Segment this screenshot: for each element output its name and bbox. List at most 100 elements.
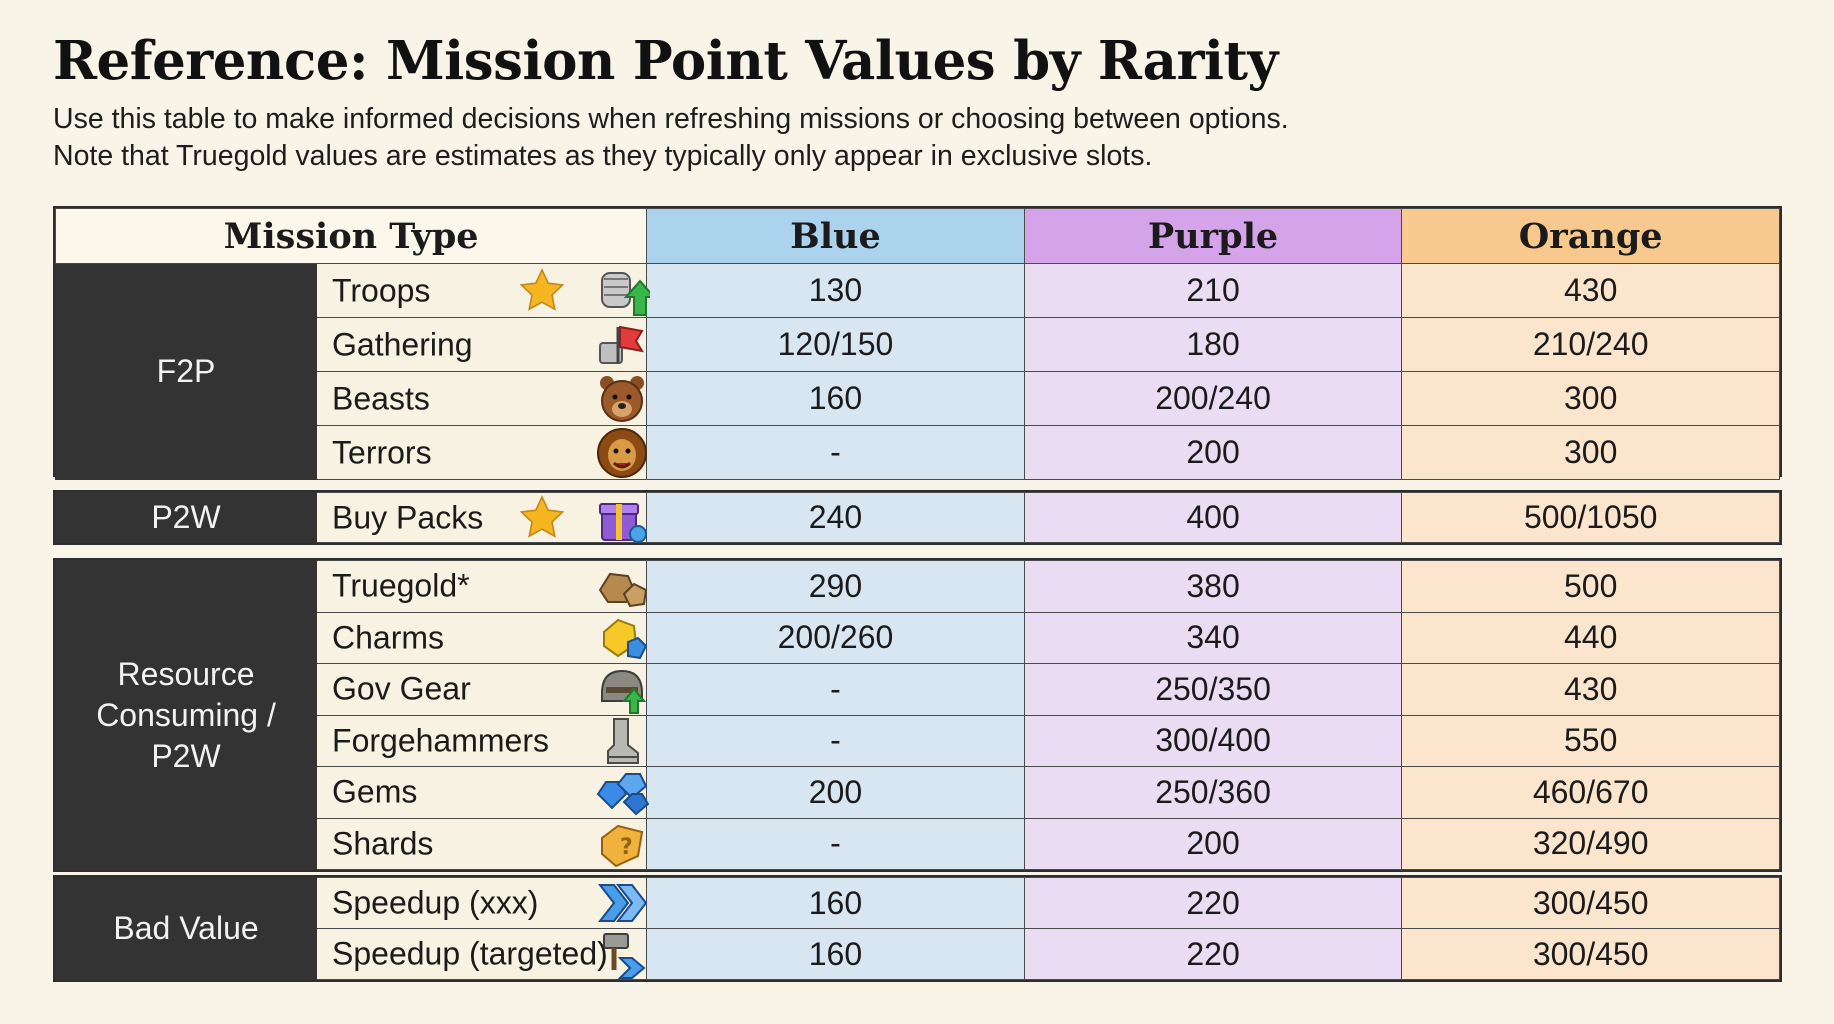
star-icon xyxy=(519,267,565,311)
lion-icon xyxy=(592,426,652,480)
value-purple: 220 xyxy=(1023,877,1403,929)
speedup-chevrons-icon xyxy=(592,876,652,930)
value-blue: 130 xyxy=(646,263,1025,318)
value-orange: 550 xyxy=(1401,714,1780,767)
value-blue: 160 xyxy=(646,371,1025,426)
header-purple: Purple xyxy=(1023,208,1403,264)
mission-type-label: Truegold* xyxy=(332,567,470,604)
shard-puzzle-icon: ? xyxy=(592,817,652,871)
table-row: Terrors - 200 300 xyxy=(56,425,1780,480)
mission-type-label: Forgehammers xyxy=(332,722,549,759)
value-orange: 320/490 xyxy=(1401,817,1780,870)
table-row: P2W Buy Packs 240 400 500/1050 xyxy=(54,491,1780,545)
mission-type-label: Gems xyxy=(332,773,418,810)
mission-type-cell: Forgehammers xyxy=(316,714,648,767)
mission-type-cell: Truegold* xyxy=(316,560,648,613)
mission-table-bad-value: Bad Value Speedup (xxx) 160 220 300/450 … xyxy=(54,877,1780,980)
table-row: Gathering 120/150 180 210/240 xyxy=(56,317,1780,372)
mission-type-cell: Gov Gear xyxy=(316,663,648,716)
value-purple: 380 xyxy=(1023,560,1403,613)
table-block-f2p: Mission Type Blue Purple Orange F2P Troo… xyxy=(53,206,1782,480)
table-row: F2P Troops 130 210 430 xyxy=(54,263,1780,480)
mission-type-cell: Terrors xyxy=(316,425,648,480)
value-blue: - xyxy=(646,714,1025,767)
mission-type-cell: Speedup (xxx) xyxy=(316,877,648,929)
value-orange: 300/450 xyxy=(1401,877,1780,929)
helmet-upgrade-icon xyxy=(592,662,652,716)
table-block-p2w: P2W Buy Packs 240 400 500/1050 xyxy=(53,490,1782,545)
value-blue: 120/150 xyxy=(646,317,1025,372)
subtitle-line-1: Use this table to make informed decision… xyxy=(53,103,1289,135)
forgehammer-boot-icon xyxy=(592,714,652,768)
truegold-ore-icon xyxy=(592,559,652,613)
table-row: Forgehammers - 300/400 550 xyxy=(56,714,1780,767)
gathering-flag-icon xyxy=(592,318,652,372)
mission-type-label: Buy Packs xyxy=(332,499,484,535)
group-label-bad-value: Bad Value xyxy=(54,877,318,980)
subtitle-line-2: Note that Truegold values are estimates … xyxy=(53,140,1153,172)
table-row: Resource Consuming / P2W Truegold* 290 3… xyxy=(54,560,1780,870)
value-blue: 160 xyxy=(646,928,1025,980)
mission-type-cell: Gems xyxy=(316,766,650,819)
mission-type-cell: Charms xyxy=(316,611,648,664)
mission-type-cell: Troops xyxy=(316,263,651,318)
value-purple: 300/400 xyxy=(1023,714,1403,767)
mission-type-label: Speedup (xxx) xyxy=(332,884,539,921)
mission-type-cell: Beasts xyxy=(316,371,648,426)
mission-type-label: Gov Gear xyxy=(332,670,471,707)
speedup-hammer-icon xyxy=(592,927,652,981)
table-row: Beasts 160 200/240 300 xyxy=(56,371,1780,426)
table-row: Bad Value Speedup (xxx) 160 220 300/450 xyxy=(54,877,1780,980)
header-blue: Blue xyxy=(646,208,1025,264)
mission-type-cell: Shards ? xyxy=(316,817,648,870)
value-purple: 400 xyxy=(1023,492,1403,543)
value-purple: 200 xyxy=(1023,817,1403,870)
table-block-bad-value: Bad Value Speedup (xxx) 160 220 300/450 … xyxy=(53,875,1782,982)
value-blue: - xyxy=(646,425,1025,480)
header-orange: Orange xyxy=(1401,208,1780,264)
value-blue: 200/260 xyxy=(646,611,1025,664)
mission-type-label: Speedup (targeted) xyxy=(332,935,608,972)
mission-type-cell: Speedup (targeted) xyxy=(316,928,648,980)
mission-type-label: Gathering xyxy=(332,326,473,362)
table-row: Shards ? - 200 320/490 xyxy=(56,817,1780,870)
value-orange: 460/670 xyxy=(1401,766,1780,819)
value-blue: 200 xyxy=(646,766,1025,819)
group-label-f2p: F2P xyxy=(54,263,318,480)
mission-table-f2p: Mission Type Blue Purple Orange F2P Troo… xyxy=(54,208,1780,480)
gift-box-icon xyxy=(592,491,652,545)
mission-type-label: Terrors xyxy=(332,434,432,470)
value-purple: 250/360 xyxy=(1023,766,1403,819)
value-orange: 430 xyxy=(1401,263,1780,318)
value-blue: 240 xyxy=(646,492,1025,543)
group-label-resource: Resource Consuming / P2W xyxy=(54,560,318,870)
value-blue: 160 xyxy=(646,877,1025,929)
value-purple: 200 xyxy=(1023,425,1403,480)
header-mission-type: Mission Type xyxy=(54,208,648,264)
value-blue: - xyxy=(646,817,1025,870)
table-block-resource: Resource Consuming / P2W Truegold* 290 3… xyxy=(53,558,1782,872)
mission-table-p2w: P2W Buy Packs 240 400 500/1050 xyxy=(54,491,1780,545)
value-purple: 250/350 xyxy=(1023,663,1403,716)
star-icon xyxy=(519,494,565,538)
table-row: Charms 200/260 340 440 xyxy=(56,611,1780,664)
value-purple: 340 xyxy=(1023,611,1403,664)
value-orange: 430 xyxy=(1401,663,1780,716)
value-purple: 220 xyxy=(1023,928,1403,980)
table-header-row: Mission Type Blue Purple Orange xyxy=(54,208,1780,264)
mission-type-label: Troops xyxy=(332,272,431,308)
value-orange: 300/450 xyxy=(1401,928,1780,980)
value-orange: 210/240 xyxy=(1401,317,1780,372)
mission-type-label: Shards xyxy=(332,825,434,862)
table-row: Speedup (targeted) 160 220 300/450 xyxy=(56,928,1780,980)
value-orange: 300 xyxy=(1401,371,1780,426)
gems-icon xyxy=(592,765,652,819)
page-title: Reference: Mission Point Values by Rarit… xyxy=(53,30,1278,92)
mission-table-resource: Resource Consuming / P2W Truegold* 290 3… xyxy=(54,560,1780,870)
value-orange: 500 xyxy=(1401,560,1780,613)
troops-fist-arrow-icon xyxy=(592,264,652,318)
value-blue: - xyxy=(646,663,1025,716)
value-orange: 440 xyxy=(1401,611,1780,664)
mission-type-cell: Gathering xyxy=(316,317,648,372)
value-orange: 300 xyxy=(1401,425,1780,480)
